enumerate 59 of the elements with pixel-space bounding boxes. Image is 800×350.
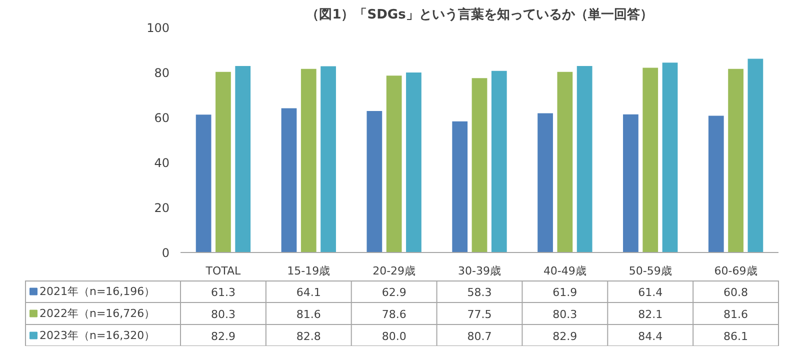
bar xyxy=(196,114,212,252)
data-label: 61.4 xyxy=(638,286,663,299)
data-label: 80.0 xyxy=(382,330,406,343)
x-tick-label: TOTAL xyxy=(204,264,242,278)
data-label: 82.8 xyxy=(296,330,321,343)
bar xyxy=(491,70,507,252)
bar xyxy=(576,66,592,252)
legend-label: 2023年（n=16,320） xyxy=(40,329,156,342)
bar xyxy=(320,66,336,252)
y-tick-label: 60 xyxy=(154,111,170,125)
data-label: 77.5 xyxy=(467,308,492,321)
data-label: 86.1 xyxy=(724,330,748,343)
data-label: 81.6 xyxy=(296,308,321,321)
data-label: 82.9 xyxy=(210,330,236,343)
data-label: 80.3 xyxy=(552,308,578,321)
bar xyxy=(472,78,488,252)
bar xyxy=(452,121,468,252)
bar xyxy=(662,62,678,252)
bar xyxy=(216,72,231,252)
y-tick-label: 100 xyxy=(146,21,170,35)
bar xyxy=(642,68,658,252)
bar xyxy=(728,68,744,252)
y-tick-label: 20 xyxy=(154,201,170,215)
x-tick-label: 15-19歳 xyxy=(287,264,330,278)
bar xyxy=(406,72,422,252)
bar xyxy=(366,110,382,252)
x-tick-label: 50-59歳 xyxy=(628,264,672,278)
data-label: 82.9 xyxy=(552,330,578,343)
bar xyxy=(386,76,402,252)
data-label: 61.3 xyxy=(210,286,236,299)
data-label: 61.9 xyxy=(552,286,578,299)
bar xyxy=(748,58,764,252)
data-label: 58.3 xyxy=(467,286,492,299)
y-tick-label: 80 xyxy=(154,66,170,80)
bar xyxy=(281,108,297,252)
data-label: 60.8 xyxy=(724,286,748,299)
data-label: 62.9 xyxy=(382,286,406,299)
bar xyxy=(708,116,724,252)
bar xyxy=(623,114,638,252)
legend-label: 2022年（n=16,726） xyxy=(40,307,156,320)
y-tick-label: 40 xyxy=(154,156,170,170)
chart-title: （図1）「SDGs」という言葉を知っているか（単一回答） xyxy=(306,6,653,22)
data-label: 64.1 xyxy=(296,286,321,299)
data-label: 80.7 xyxy=(467,330,492,343)
x-tick-label: 20-29歳 xyxy=(372,264,416,278)
data-label: 82.1 xyxy=(638,308,663,321)
x-tick-label: 60-69歳 xyxy=(714,264,758,278)
data-label: 80.3 xyxy=(210,308,236,321)
x-tick-label: 40-49歳 xyxy=(543,264,586,278)
data-label: 81.6 xyxy=(724,308,748,321)
x-tick-label: 30-39歳 xyxy=(458,264,501,278)
bar xyxy=(557,72,573,252)
y-tick-label: 0 xyxy=(162,246,170,260)
data-label: 78.6 xyxy=(382,308,406,321)
bar xyxy=(235,66,251,252)
legend-label: 2021年（n=16,196） xyxy=(40,285,156,298)
bar xyxy=(538,113,553,252)
data-label: 84.4 xyxy=(638,330,663,343)
bar xyxy=(300,68,316,252)
